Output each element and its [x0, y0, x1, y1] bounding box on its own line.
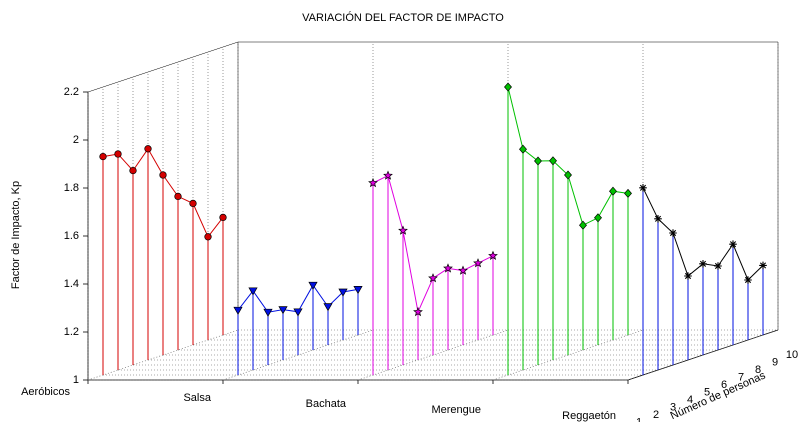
- marker: [413, 306, 423, 317]
- marker: [579, 220, 587, 230]
- marker: [519, 144, 527, 154]
- marker: [368, 177, 378, 188]
- z-tick-label: 1: [73, 374, 79, 386]
- y-tick-label: 9: [772, 356, 778, 368]
- marker: [204, 233, 212, 241]
- marker: [504, 82, 512, 92]
- x-tick-label: Merengue: [431, 404, 481, 416]
- marker: [99, 152, 107, 161]
- chart-title: VARIACIÓN DEL FACTOR DE IMPACTO: [302, 11, 504, 24]
- x-tick-label: Salsa: [183, 392, 211, 404]
- marker: [114, 150, 122, 158]
- marker: [263, 308, 273, 317]
- z-tick-label: 1.8: [64, 182, 79, 194]
- y-tick-label: 6: [721, 379, 727, 391]
- marker: [159, 171, 167, 179]
- marker: [248, 287, 258, 296]
- marker: [219, 213, 227, 222]
- y-tick-label: 2: [653, 409, 659, 421]
- y-tick-label: 7: [738, 371, 744, 383]
- marker: [639, 184, 647, 192]
- marker: [669, 229, 677, 237]
- y-tick-label: 4: [687, 394, 693, 406]
- marker: [684, 272, 692, 280]
- x-tick-label: Bachata: [306, 398, 347, 410]
- box-edge: [87, 41, 239, 93]
- marker: [338, 288, 348, 297]
- marker: [353, 286, 363, 295]
- marker: [398, 225, 408, 235]
- marker: [458, 265, 468, 275]
- z-tick-label: 1.4: [64, 278, 79, 290]
- marker: [428, 273, 438, 283]
- marker: [323, 303, 333, 312]
- marker: [624, 188, 632, 198]
- marker: [549, 156, 557, 166]
- marker: [443, 263, 453, 273]
- y-tick-label: 10: [786, 349, 798, 361]
- marker: [278, 306, 288, 315]
- marker: [129, 166, 137, 175]
- marker: [488, 250, 498, 260]
- marker: [744, 276, 752, 284]
- z-tick-label: 1.2: [64, 326, 79, 338]
- marker: [233, 306, 243, 315]
- marker: [729, 240, 737, 248]
- marker: [473, 258, 483, 268]
- marker: [144, 145, 152, 153]
- marker: [174, 192, 182, 201]
- marker: [293, 308, 303, 317]
- marker: [699, 260, 707, 268]
- x-tick-label: Aeróbicos: [21, 386, 70, 398]
- marker: [308, 281, 318, 290]
- z-tick-label: 2.2: [64, 86, 79, 98]
- z-axis-label: Factor de Impacto, Kp: [10, 181, 22, 289]
- marker: [564, 170, 572, 180]
- z-tick-label: 1.6: [64, 230, 79, 242]
- y-tick-label: 1: [636, 416, 642, 422]
- z-tick-label: 2: [73, 134, 79, 146]
- marker: [534, 156, 542, 166]
- y-tick-label: 8: [755, 364, 761, 376]
- marker: [714, 262, 722, 270]
- marker: [594, 213, 602, 223]
- marker: [654, 215, 662, 223]
- y-tick-label: 5: [704, 386, 710, 398]
- marker: [609, 186, 617, 196]
- marker: [189, 199, 197, 208]
- marker: [759, 261, 767, 270]
- marker: [383, 170, 393, 180]
- x-tick-label: Reggaetón: [562, 410, 616, 422]
- y-tick-label: 3: [670, 401, 676, 413]
